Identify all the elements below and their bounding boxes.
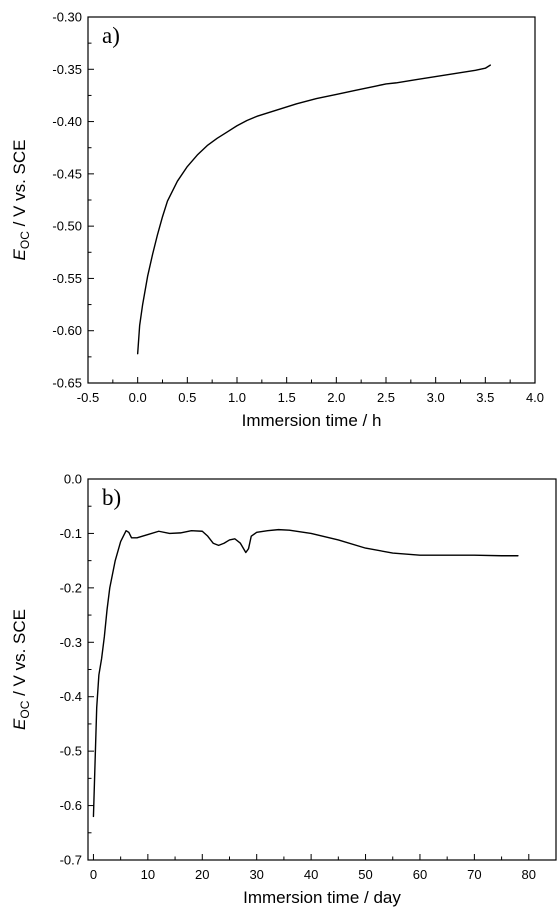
x-tick-label: 2.5: [377, 390, 395, 405]
x-tick-label: 1.5: [278, 390, 296, 405]
x-tick-label: 40: [304, 867, 318, 882]
x-tick-label: 0.0: [129, 390, 147, 405]
x-tick-label: 0: [90, 867, 97, 882]
y-tick-label: -0.1: [60, 526, 82, 541]
y-tick-label: -0.5: [60, 744, 82, 759]
y-tick-label: -0.6: [60, 798, 82, 813]
x-tick-label: -0.5: [77, 390, 99, 405]
x-tick-label: 20: [195, 867, 209, 882]
data-series-line: [92, 528, 519, 818]
x-tick-label: 2.0: [327, 390, 345, 405]
x-tick-label: 3.0: [427, 390, 445, 405]
y-tick-label: -0.45: [52, 166, 82, 181]
y-tick-label: -0.4: [60, 689, 82, 704]
y-axis-units: / V vs. SCE: [10, 140, 29, 232]
x-tick-label: 10: [141, 867, 155, 882]
data-series-line: [136, 64, 491, 355]
y-tick-label: -0.55: [52, 271, 82, 286]
y-axis-subscript: OC: [18, 700, 32, 718]
y-tick-label: -0.40: [52, 114, 82, 129]
x-tick-label: 50: [358, 867, 372, 882]
y-axis-units: / V vs. SCE: [10, 609, 29, 701]
y-axis-subscript: OC: [18, 231, 32, 249]
y-axis-title: EOC / V vs. SCE: [10, 140, 32, 261]
x-tick-label: 70: [467, 867, 481, 882]
y-axis-symbol: E: [10, 248, 29, 260]
y-tick-label: -0.50: [52, 219, 82, 234]
x-tick-label: 30: [249, 867, 263, 882]
x-axis-title: Immersion time / h: [242, 411, 382, 430]
chart-panel-a: -0.5 0.0 0.5 1.0 1.5 2.0 2.5 3.0 3.5 4.0 -0.65 -0.6…: [10, 10, 544, 431]
x-tick-label: 4.0: [526, 390, 544, 405]
y-tick-label: -0.60: [52, 323, 82, 338]
panel-label: b): [102, 485, 121, 510]
chart-panel-b: 0 10 20 30 40 50 60 70 80 -0.7 -0.6 -0.5 -0.4 -0.3 -0.…: [10, 472, 557, 907]
panel-label: a): [102, 23, 120, 48]
x-tick-label: 60: [413, 867, 427, 882]
x-tick-label: 80: [522, 867, 536, 882]
y-axis-symbol: E: [10, 718, 29, 730]
x-axis-title: Immersion time / day: [243, 888, 401, 907]
x-tick-label: 1.0: [228, 390, 246, 405]
y-tick-label: -0.35: [52, 62, 82, 77]
y-tick-label: -0.65: [52, 376, 82, 391]
y-axis-title: EOC / V vs. SCE: [10, 609, 32, 730]
x-tick-label: 3.5: [476, 390, 494, 405]
y-tick-label: -0.2: [60, 580, 82, 595]
y-tick-label: -0.30: [52, 10, 82, 25]
y-tick-label: -0.3: [60, 635, 82, 650]
y-tick-label: -0.7: [60, 853, 82, 868]
x-tick-label: 0.5: [178, 390, 196, 405]
y-tick-label: 0.0: [64, 472, 82, 487]
